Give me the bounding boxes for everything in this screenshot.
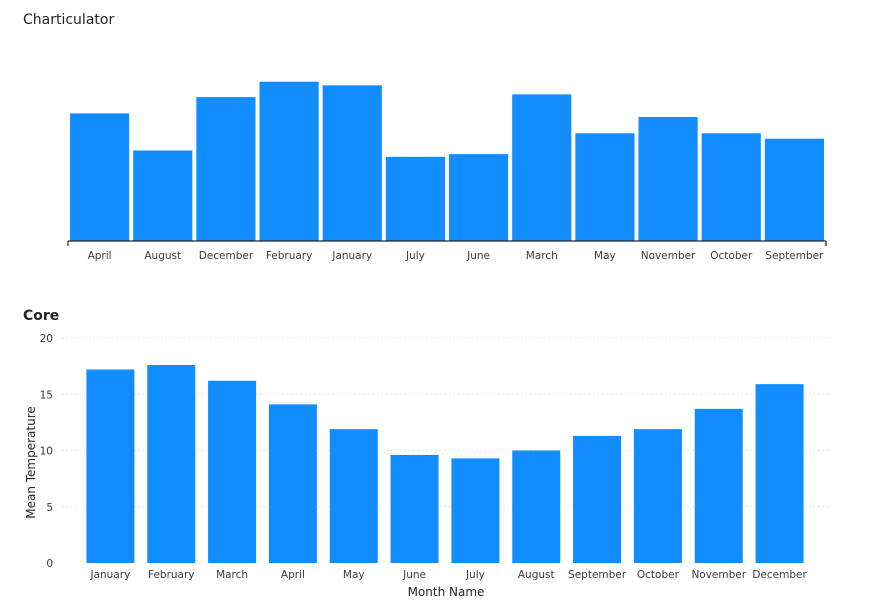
core-bar-march	[208, 380, 257, 563]
core-bar-august	[512, 450, 561, 563]
core-bar-december	[755, 384, 804, 563]
core-bar-january	[86, 369, 135, 563]
charticulator-bar-august	[133, 150, 193, 241]
core-x-tick-label: February	[148, 569, 195, 581]
core-x-tick-label: June	[402, 569, 426, 581]
core-x-tick-label: December	[752, 569, 807, 581]
core-bar-april	[268, 404, 317, 563]
core-x-tick-label: May	[343, 569, 365, 581]
core-x-tick-label: September	[568, 569, 627, 581]
charticulator-bar-february	[259, 81, 319, 241]
core-x-tick-label: November	[691, 569, 746, 581]
charticulator-bar-september	[764, 138, 824, 241]
core-y-axis-title: Mean Temperature	[24, 406, 38, 519]
charticulator-bar-april	[70, 113, 130, 241]
core-y-tick-label: 20	[40, 333, 53, 345]
core-bar-july	[451, 458, 500, 563]
core-x-axis-title: Month Name	[408, 585, 485, 599]
charticulator-visual[interactable]: Charticulator April August December Februar…	[0, 0, 882, 290]
charticulator-bar-november	[638, 117, 698, 241]
charticulator-x-tick-label: July	[405, 250, 425, 262]
core-x-tick-label: October	[637, 569, 680, 581]
core-bar-october	[633, 429, 682, 563]
core-bar-may	[329, 429, 378, 563]
core-x-tick-label: January	[90, 569, 131, 581]
charticulator-x-tick-label: December	[199, 250, 254, 262]
core-y-tick-label: 15	[40, 389, 53, 401]
core-y-tick-label: 5	[46, 502, 53, 514]
charticulator-x-tick-label: January	[331, 250, 372, 262]
charticulator-x-tick-label: June	[466, 250, 490, 262]
core-bar-june	[390, 455, 439, 563]
charticulator-bar-october	[701, 133, 761, 241]
charticulator-x-tick-label: April	[88, 250, 112, 262]
core-x-tick-label: July	[465, 569, 485, 581]
core-x-tick-label: March	[216, 569, 248, 581]
charticulator-x-tick-label: November	[641, 250, 696, 262]
core-y-tick-label: 10	[40, 446, 53, 458]
charticulator-x-tick-label: October	[710, 250, 753, 262]
charticulator-bar-march	[512, 94, 572, 241]
charticulator-x-tick-label: February	[266, 250, 313, 262]
charticulator-bar-december	[196, 97, 256, 241]
core-x-tick-label: April	[281, 569, 305, 581]
core-bar-february	[147, 365, 196, 563]
core-visual[interactable]: Core 0 5 10 15 20 January February March April Ma…	[0, 300, 882, 614]
charticulator-x-tick-label: September	[765, 250, 824, 262]
core-chart[interactable]: 0 5 10 15 20 January February March April May June…	[0, 300, 882, 614]
charticulator-chart[interactable]: April August December February January July Ju…	[0, 0, 882, 290]
core-bar-november	[694, 408, 743, 563]
core-x-tick-label: August	[518, 569, 555, 581]
charticulator-x-tick-label: August	[144, 250, 181, 262]
charticulator-x-tick-label: May	[594, 250, 616, 262]
charticulator-bar-july	[385, 156, 445, 241]
charticulator-bar-january	[322, 85, 382, 241]
charticulator-bar-june	[449, 154, 509, 241]
core-bar-september	[573, 435, 622, 563]
core-y-tick-label: 0	[46, 558, 53, 570]
core-title: Core	[23, 308, 60, 324]
charticulator-x-tick-label: March	[526, 250, 558, 262]
charticulator-title: Charticulator	[23, 12, 115, 28]
charticulator-bar-may	[575, 133, 635, 241]
